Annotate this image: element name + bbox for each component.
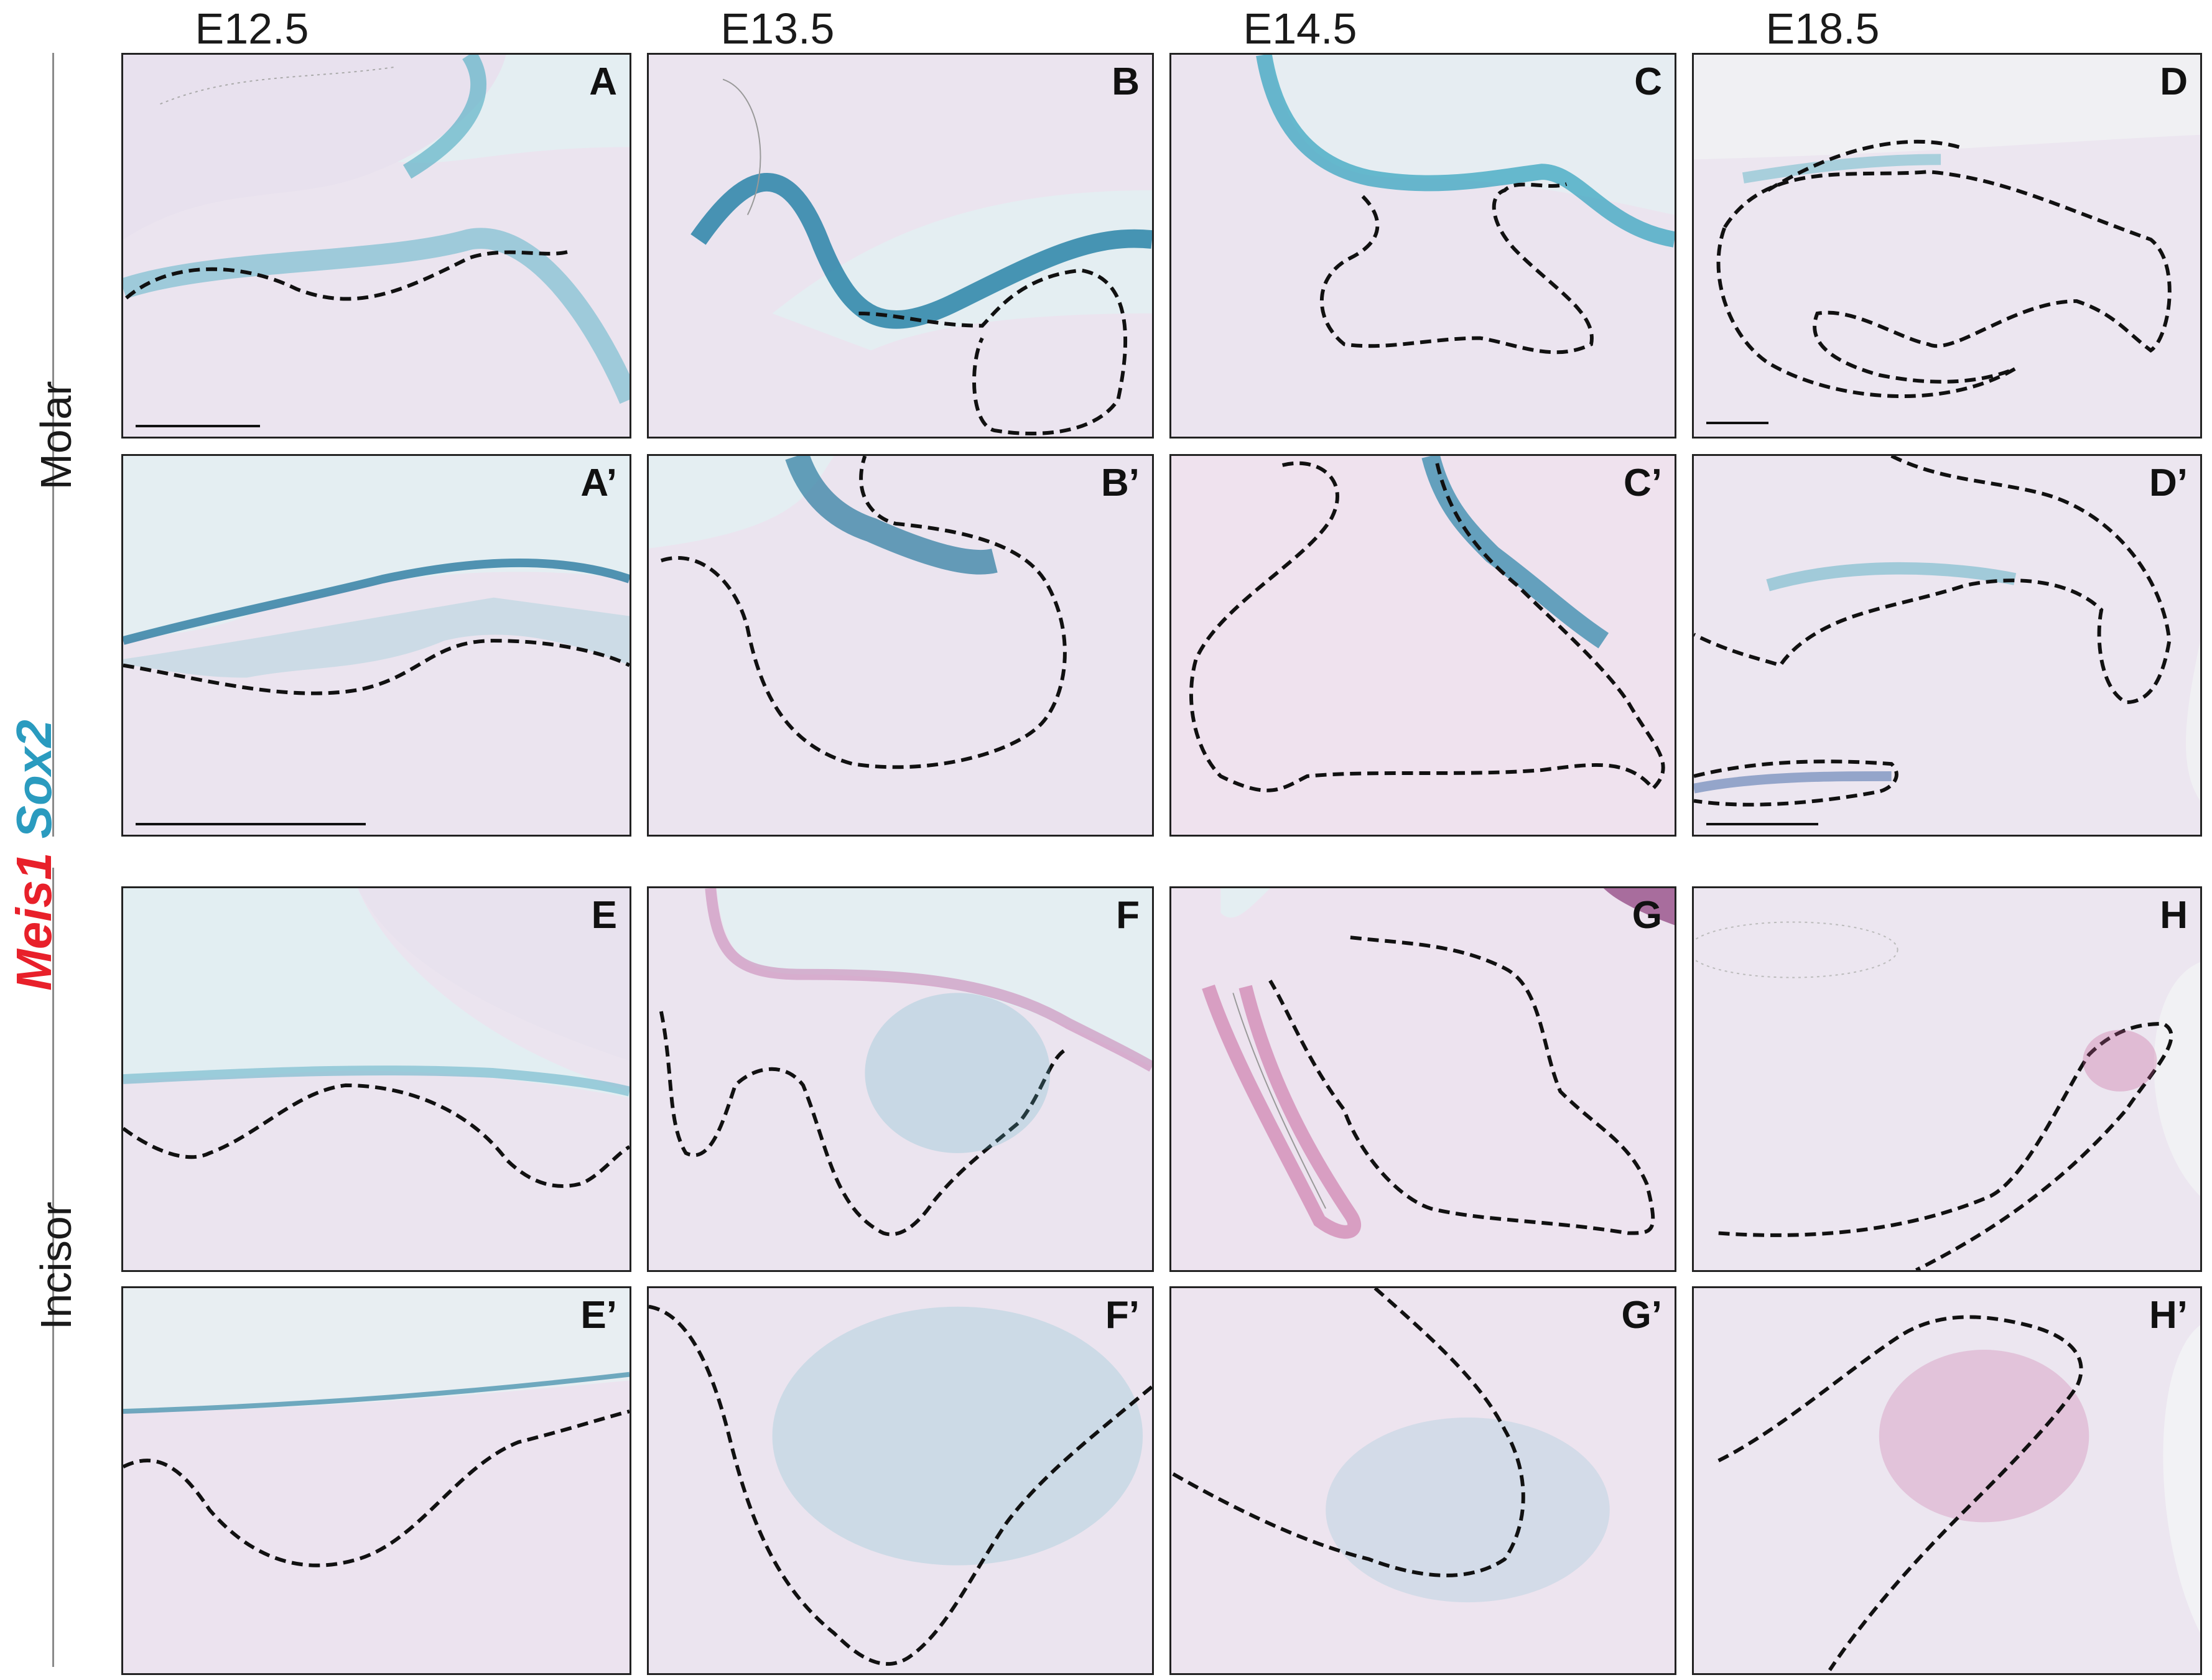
scale-bar — [1706, 422, 1768, 424]
panel-label-h: H — [2160, 894, 2188, 937]
stain-legend: Meis1 Sox2 — [6, 718, 62, 992]
panel-d-prime: D’ — [1692, 454, 2202, 837]
panel-label-h-prime: H’ — [2149, 1294, 2188, 1337]
micrograph-d — [1694, 55, 2200, 437]
column-header-e18.5: E18.5 — [1765, 4, 1880, 53]
panel-label-g-prime: G’ — [1621, 1294, 1662, 1337]
scale-bar — [136, 823, 366, 825]
row-label-molar: Molar — [32, 381, 80, 490]
panel-c-prime: C’ — [1169, 454, 1676, 837]
legend-meis1: Meis1 — [6, 838, 62, 991]
panel-label-f: F — [1116, 894, 1140, 937]
scale-bar — [1706, 823, 1818, 825]
molar-row-rule — [52, 53, 54, 837]
panel-b: B — [647, 53, 1154, 439]
panel-h: H — [1692, 886, 2202, 1272]
panel-label-d: D — [2160, 60, 2188, 103]
panel-g: G — [1169, 886, 1676, 1272]
panel-label-c-prime: C’ — [1624, 462, 1662, 504]
micrograph-c — [1171, 55, 1675, 437]
panel-g-prime: G’ — [1169, 1286, 1676, 1675]
panel-a-prime: A’ — [121, 454, 631, 837]
micrograph-a-prime — [123, 456, 630, 835]
panel-d: D — [1692, 53, 2202, 439]
micrograph-d-prime — [1694, 456, 2200, 835]
legend-sox2: Sox2 — [6, 720, 62, 839]
panel-e-prime: E’ — [121, 1286, 631, 1675]
panel-b-prime: B’ — [647, 454, 1154, 837]
panel-label-g: G — [1632, 894, 1662, 937]
micrograph-f-prime — [649, 1288, 1152, 1673]
micrograph-f — [649, 888, 1152, 1270]
micrograph-c-prime — [1171, 456, 1675, 835]
panel-e: E — [121, 886, 631, 1272]
micrograph-a — [123, 55, 630, 437]
row-label-incisor: Incisor — [32, 1201, 80, 1330]
micrograph-g — [1171, 888, 1675, 1270]
panel-label-b-prime: B’ — [1101, 462, 1140, 504]
micrograph-e — [123, 888, 630, 1270]
micrograph-b — [649, 55, 1152, 437]
column-header-e12-5: E12.5 — [195, 4, 309, 53]
panel-label-f-prime: F’ — [1105, 1294, 1140, 1337]
panel-label-e: E — [591, 894, 617, 937]
scale-bar — [136, 425, 260, 427]
micrograph-h — [1694, 888, 2200, 1270]
micrograph-e-prime — [123, 1288, 630, 1673]
panel-label-e-prime: E’ — [580, 1294, 617, 1337]
panel-label-a-prime: A’ — [580, 462, 617, 504]
panel-h-prime: H’ — [1692, 1286, 2202, 1675]
panel-label-b: B — [1112, 60, 1140, 103]
panel-c: C — [1169, 53, 1676, 439]
panel-label-c: C — [1634, 60, 1662, 103]
micrograph-b-prime — [649, 456, 1152, 835]
column-header-e13-5: E13.5 — [720, 4, 835, 53]
panel-label-a: A — [589, 60, 617, 103]
micrograph-g-prime — [1171, 1288, 1675, 1673]
micrograph-h-prime — [1694, 1288, 2200, 1673]
panel-f: F — [647, 886, 1154, 1272]
incisor-row-rule — [52, 868, 54, 1667]
panel-a: A — [121, 53, 631, 439]
panel-f-prime: F’ — [647, 1286, 1154, 1675]
panel-label-d-prime: D’ — [2149, 462, 2188, 504]
column-header-e14-5: E14.5 — [1243, 4, 1357, 53]
